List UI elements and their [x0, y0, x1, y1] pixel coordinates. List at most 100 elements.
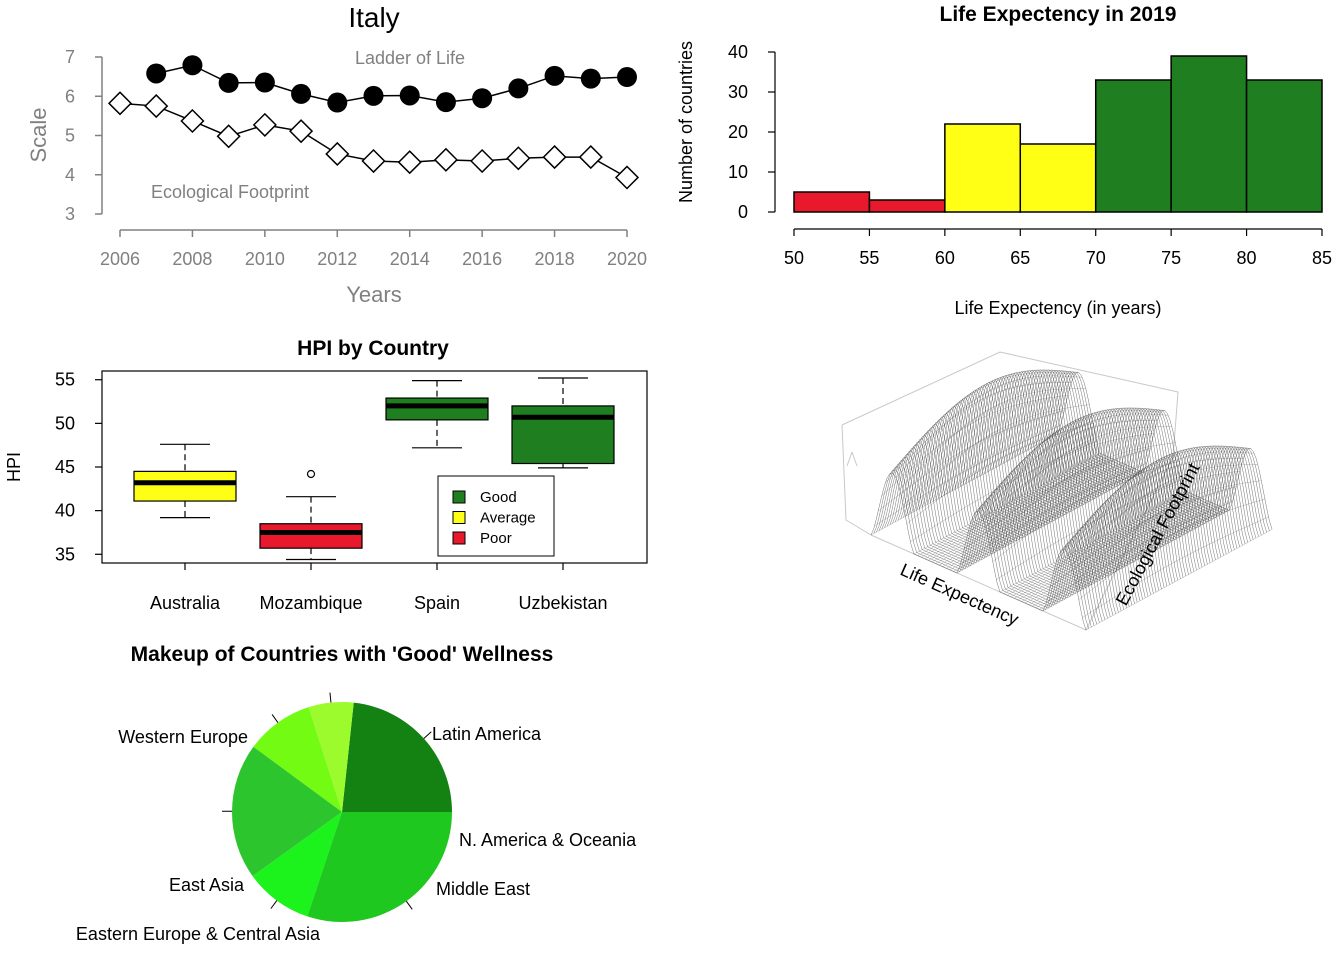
surface-mesh-crossline: [942, 465, 1129, 567]
surface-mesh-crossline: [878, 410, 1065, 512]
surface-mesh-crossline: [978, 407, 1165, 512]
histogram-bars: [793, 55, 1323, 213]
ladder-of-life-point: [146, 63, 167, 84]
histogram-x-ticks: 50 55 60 65 70 75 80 85: [784, 229, 1332, 268]
histogram-y-tick-label: 40: [728, 42, 748, 62]
ladder-of-life-point: [327, 92, 348, 113]
histogram-bar: [1170, 55, 1248, 213]
histogram-ylabel: Number of countries: [676, 41, 696, 203]
histogram-xlabel: Life Expectency (in years): [954, 298, 1161, 318]
surface-mesh-crossline: [1060, 448, 1248, 551]
italy-xlabel: Years: [346, 282, 401, 307]
box-body: [511, 405, 615, 465]
histogram-x-tick-label: 55: [859, 248, 879, 268]
surface-mesh-crossline: [1067, 451, 1255, 555]
surface-mesh-crossline: [964, 448, 1151, 550]
surface-mesh-crossline: [917, 454, 1104, 556]
histogram-y-tick-label: 20: [728, 122, 748, 142]
wellness-pie-chart: Makeup of Countries with 'Good' Wellness…: [76, 643, 637, 944]
italy-y-tick-label: 4: [65, 165, 75, 185]
surface-mesh-crossline: [1017, 499, 1205, 601]
surface-box-top: [841, 351, 1179, 458]
histogram-y-tick-label: 10: [728, 162, 748, 182]
surface-mesh-crossline: [971, 420, 1158, 522]
ladder-of-life-point: [472, 88, 493, 109]
surface-mesh-crossline: [989, 442, 1176, 544]
surface-mesh-crossline: [974, 410, 1162, 513]
ladder-of-life-point: [508, 78, 529, 99]
ecological-footprint-label: Ecological Footprint: [151, 182, 309, 202]
surface-mesh-crossline: [899, 388, 1086, 490]
boxplot-title: HPI by Country: [297, 337, 449, 360]
surface-mesh-crossline: [1007, 494, 1194, 596]
pie-slices: [232, 702, 452, 922]
boxplot-y-tick-label: 45: [55, 457, 75, 477]
surface-mesh-crossline: [1053, 470, 1240, 572]
surface-mesh: [841, 351, 1273, 631]
italy-y-tick-label: 5: [65, 126, 75, 146]
pie-label-eastern-europe-central-asia: Eastern Europe & Central Asia: [76, 924, 321, 944]
pie-label-east-asia: East Asia: [169, 875, 245, 895]
legend-swatch: [452, 531, 466, 545]
ladder-of-life-point: [617, 67, 637, 88]
italy-x-tick-label: 2006: [100, 249, 140, 269]
ecological-footprint-point: [107, 91, 133, 116]
ecological-footprint-point: [252, 112, 277, 137]
surface-mesh-crossline: [913, 453, 1101, 555]
histogram-bar: [868, 199, 946, 213]
ecological-footprint-point: [433, 147, 458, 172]
surface-mesh-crossline: [1035, 507, 1222, 608]
legend-label: Poor: [480, 530, 512, 547]
box-body: [259, 523, 363, 549]
legend-swatch: [452, 511, 466, 524]
italy-x-tick-label: 2020: [607, 249, 647, 269]
surface-mesh-crossline: [1003, 492, 1190, 594]
boxplot-y-tick-label: 35: [55, 544, 75, 564]
histogram-bar: [944, 123, 1022, 213]
box-outlier: [306, 469, 316, 479]
surface-mesh-crossline: [1085, 529, 1273, 631]
histogram-x-tick-label: 50: [784, 248, 804, 268]
legend-swatch: [452, 490, 466, 504]
surface-mesh-crossline: [1046, 501, 1233, 602]
pie-label-leader: [329, 692, 332, 703]
pie-label-middle-east: Middle East: [436, 879, 530, 899]
italy-x-tick-label: 2014: [390, 249, 430, 269]
histogram-title: Life Expectency in 2019: [940, 3, 1177, 26]
ladder-of-life-point: [435, 92, 456, 113]
pie-slice-east-asia: [252, 812, 342, 917]
surface-mesh-crossline: [1050, 486, 1237, 588]
surface-mesh-crossline: [888, 372, 1076, 475]
ecological-footprint-point: [144, 94, 169, 119]
surface-mesh-crossline: [1082, 516, 1269, 618]
histogram-bar: [793, 191, 871, 213]
pie-label-leader: [271, 714, 279, 723]
pie-labels: Latin America N. America & Oceania Middle …: [76, 692, 637, 944]
surface-mesh-crossline: [1042, 510, 1230, 612]
surface-mesh-crossline: [1028, 503, 1215, 605]
boxplot-y-tick-label: 40: [55, 501, 75, 521]
ecological-footprint-point: [216, 124, 241, 149]
italy-y-tick-label: 7: [65, 47, 75, 67]
ladder-of-life-point: [580, 68, 601, 89]
italy-x-tick-label: 2016: [462, 249, 502, 269]
surface-mesh-crossline: [1078, 498, 1265, 600]
boxplot-y-tick-label: 50: [55, 413, 75, 433]
surface-mesh-crossline: [1075, 480, 1262, 582]
surface-mesh-crossline: [949, 469, 1136, 570]
italy-series: [107, 55, 640, 190]
pie-slice-latin-america: [342, 702, 452, 812]
boxplot-legend: Good Average Poor: [437, 475, 555, 557]
boxplot-x-tick-label: Australia: [150, 593, 221, 613]
ecological-footprint-point: [361, 148, 386, 174]
ecological-footprint-point: [397, 150, 422, 175]
surface-mesh-crossline: [981, 413, 1169, 517]
ladder-of-life-label: Ladder of Life: [355, 48, 465, 68]
legend-label: Average: [480, 510, 536, 527]
boxplot-x-tick-label: Uzbekistan: [518, 593, 607, 613]
italy-y-ticks: 3 4 5 6 7: [65, 47, 102, 224]
surface-mesh-crossline: [1021, 500, 1208, 602]
surface-mesh-crossline: [985, 426, 1172, 528]
surface-mesh-crossline: [931, 461, 1119, 563]
